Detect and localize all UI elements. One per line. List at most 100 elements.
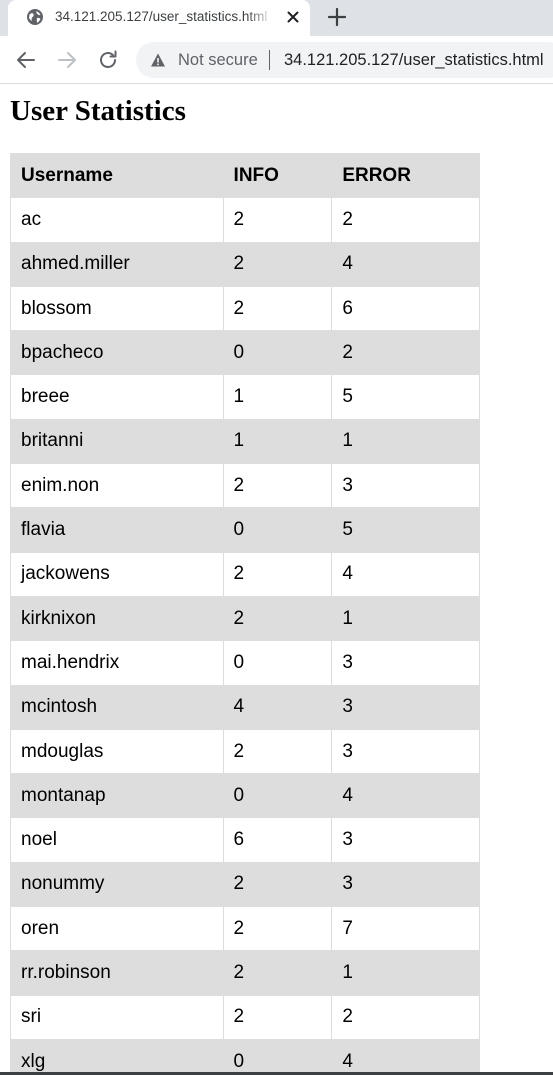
table-row: nonummy 2 3 [10,861,480,908]
table-row: britanni 1 1 [10,418,480,465]
address-bar-divider [269,50,270,70]
table-row: rr.robinson 2 1 [10,950,480,996]
username-cell: kirknixon [10,595,224,642]
error-count-cell: 7 [331,906,480,952]
info-count-cell: 0 [222,507,333,553]
info-count-cell: 2 [222,241,333,287]
column-header-error: ERROR [331,152,480,199]
username-cell: noel [10,817,224,863]
info-count-cell: 6 [222,817,333,863]
reload-icon[interactable] [96,48,120,72]
username-cell: breee [10,374,224,420]
table-row: montanap 0 4 [10,773,480,819]
table-row: oren 2 7 [10,906,480,952]
username-cell: blossom [10,285,224,332]
error-count-cell: 1 [331,418,480,465]
page-title: User Statistics [10,95,186,127]
error-count-cell: 4 [331,773,480,819]
tab-strip: 34.121.205.127/user_statistics.html [0,0,553,36]
username-cell: ahmed.miller [10,241,224,287]
table-row: blossom 2 6 [10,285,480,332]
username-cell: rr.robinson [10,950,224,996]
url-text[interactable]: 34.121.205.127/user_statistics.html [284,51,544,69]
info-count-cell: 2 [222,994,333,1040]
info-count-cell: 2 [222,463,333,509]
table-row: mcintosh 4 3 [10,684,480,730]
table-row: enim.non 2 3 [10,463,480,509]
error-count-cell: 3 [331,861,480,908]
error-count-cell: 3 [331,728,480,775]
info-count-cell: 0 [222,640,333,686]
username-cell: flavia [10,507,224,553]
info-count-cell: 0 [222,773,333,819]
info-count-cell: 4 [222,684,333,730]
warning-triangle-icon[interactable] [150,52,166,68]
username-cell: jackowens [10,551,224,597]
table-row: xlg 0 4 [10,1038,480,1075]
info-count-cell: 2 [222,285,333,332]
username-cell: mdouglas [10,728,224,775]
error-count-cell: 2 [331,330,480,376]
table-row: kirknixon 2 1 [10,595,480,642]
info-count-cell: 2 [222,728,333,775]
column-header-username: Username [10,152,224,199]
error-count-cell: 5 [331,374,480,420]
table-row: sri 2 2 [10,994,480,1040]
page-content: User Statistics Username INFO ERROR ac 2… [0,85,553,1075]
info-count-cell: 2 [222,551,333,597]
table-row: mdouglas 2 3 [10,728,480,775]
error-count-cell: 3 [331,684,480,730]
table-row: noel 6 3 [10,817,480,863]
error-count-cell: 4 [331,1038,480,1075]
username-cell: sri [10,994,224,1040]
error-count-cell: 3 [331,463,480,509]
user-statistics-table: Username INFO ERROR ac 2 2 ahmed.miller … [10,152,480,1075]
error-count-cell: 2 [331,197,480,243]
browser-tab[interactable]: 34.121.205.127/user_statistics.html [8,0,310,36]
table-row: breee 1 5 [10,374,480,420]
username-cell: montanap [10,773,224,819]
info-count-cell: 0 [222,1038,333,1075]
globe-icon [26,8,44,26]
error-count-cell: 3 [331,817,480,863]
username-cell: nonummy [10,861,224,908]
browser-toolbar: Not secure 34.121.205.127/user_statistic… [0,36,553,84]
error-count-cell: 3 [331,640,480,686]
error-count-cell: 6 [331,285,480,332]
info-count-cell: 2 [222,950,333,996]
username-cell: britanni [10,418,224,465]
address-bar[interactable]: Not secure 34.121.205.127/user_statistic… [136,42,553,78]
plus-icon[interactable] [326,6,348,28]
close-icon[interactable] [284,8,302,26]
info-count-cell: 2 [222,861,333,908]
username-cell: xlg [10,1038,224,1075]
username-cell: mcintosh [10,684,224,730]
username-cell: oren [10,906,224,952]
arrow-right-icon[interactable] [55,48,79,72]
username-cell: enim.non [10,463,224,509]
table-row: ahmed.miller 2 4 [10,241,480,287]
username-cell: mai.hendrix [10,640,224,686]
info-count-cell: 1 [222,418,333,465]
username-cell: bpacheco [10,330,224,376]
info-count-cell: 2 [222,906,333,952]
table-row: ac 2 2 [10,197,480,243]
column-header-info: INFO [222,152,333,199]
error-count-cell: 2 [331,994,480,1040]
info-count-cell: 1 [222,374,333,420]
table-header-row: Username INFO ERROR [10,152,480,199]
security-status-label[interactable]: Not secure [178,51,258,69]
info-count-cell: 0 [222,330,333,376]
window-bottom-edge [0,1072,553,1075]
error-count-cell: 5 [331,507,480,553]
table-row: flavia 0 5 [10,507,480,553]
table-row: mai.hendrix 0 3 [10,640,480,686]
table-row: bpacheco 0 2 [10,330,480,376]
error-count-cell: 1 [331,950,480,996]
arrow-left-icon[interactable] [14,48,38,72]
tab-title: 34.121.205.127/user_statistics.html [55,9,268,24]
error-count-cell: 1 [331,595,480,642]
error-count-cell: 4 [331,241,480,287]
error-count-cell: 4 [331,551,480,597]
table-row: jackowens 2 4 [10,551,480,597]
